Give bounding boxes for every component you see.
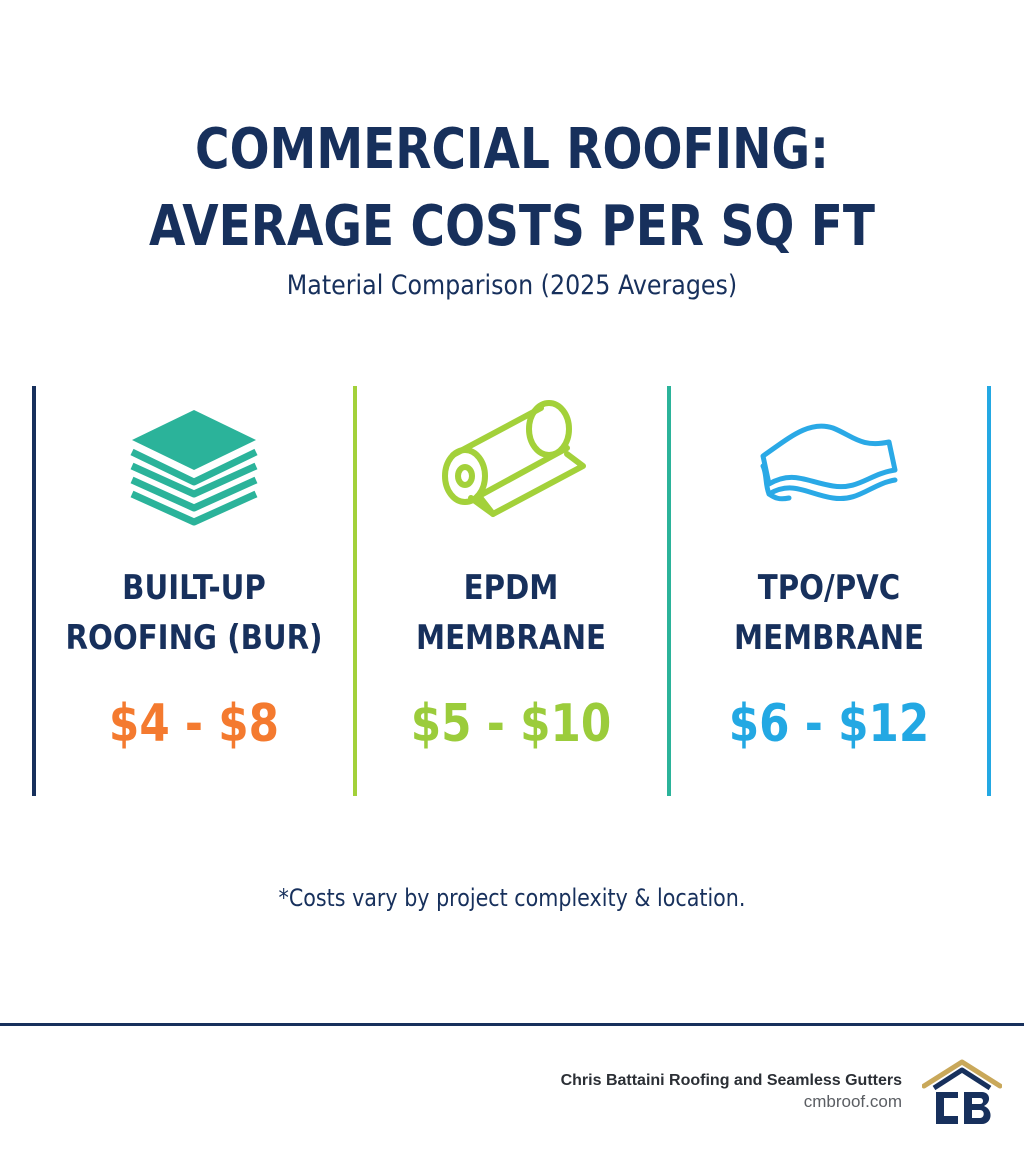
membrane-roll-icon	[431, 400, 591, 534]
price-range-epdm: $5 - $10	[410, 694, 612, 754]
divider-2	[353, 386, 357, 796]
title-line-1: COMMERCIAL ROOFING:	[195, 117, 829, 182]
divider-4	[987, 386, 991, 796]
cb-house-logo	[921, 1058, 1003, 1130]
material-name-line2: MEMBRANE	[415, 618, 607, 658]
layered-stack-icon	[124, 402, 264, 536]
material-name-line1: BUILT-UP	[122, 568, 266, 608]
footer-divider	[0, 1023, 1024, 1026]
material-card-bur: BUILT-UP ROOFING (BUR) $4 - $8	[44, 386, 344, 796]
website-link[interactable]: cmbroof.com	[803, 1092, 902, 1111]
price-range-tpo-pvc: $6 - $12	[728, 694, 930, 754]
company-name: Chris Battaini Roofing and Seamless Gutt…	[560, 1072, 902, 1089]
material-name-line2: ROOFING (BUR)	[65, 618, 323, 658]
divider-1	[32, 386, 36, 796]
membrane-sheets-icon	[749, 414, 909, 528]
price-range-bur: $4 - $8	[108, 694, 280, 754]
footnote: *Costs vary by project complexity & loca…	[278, 884, 746, 912]
divider-3	[667, 386, 671, 796]
title-line-2: AVERAGE COSTS PER SQ FT	[149, 194, 875, 259]
material-name-line1: EPDM	[463, 568, 559, 608]
material-card-tpo-pvc: TPO/PVC MEMBRANE $6 - $12	[679, 386, 979, 796]
subtitle: Material Comparison (2025 Averages)	[286, 270, 738, 301]
material-card-epdm: EPDM MEMBRANE $5 - $10	[361, 386, 661, 796]
material-name-line1: TPO/PVC	[757, 568, 901, 608]
material-name-line2: MEMBRANE	[733, 618, 925, 658]
